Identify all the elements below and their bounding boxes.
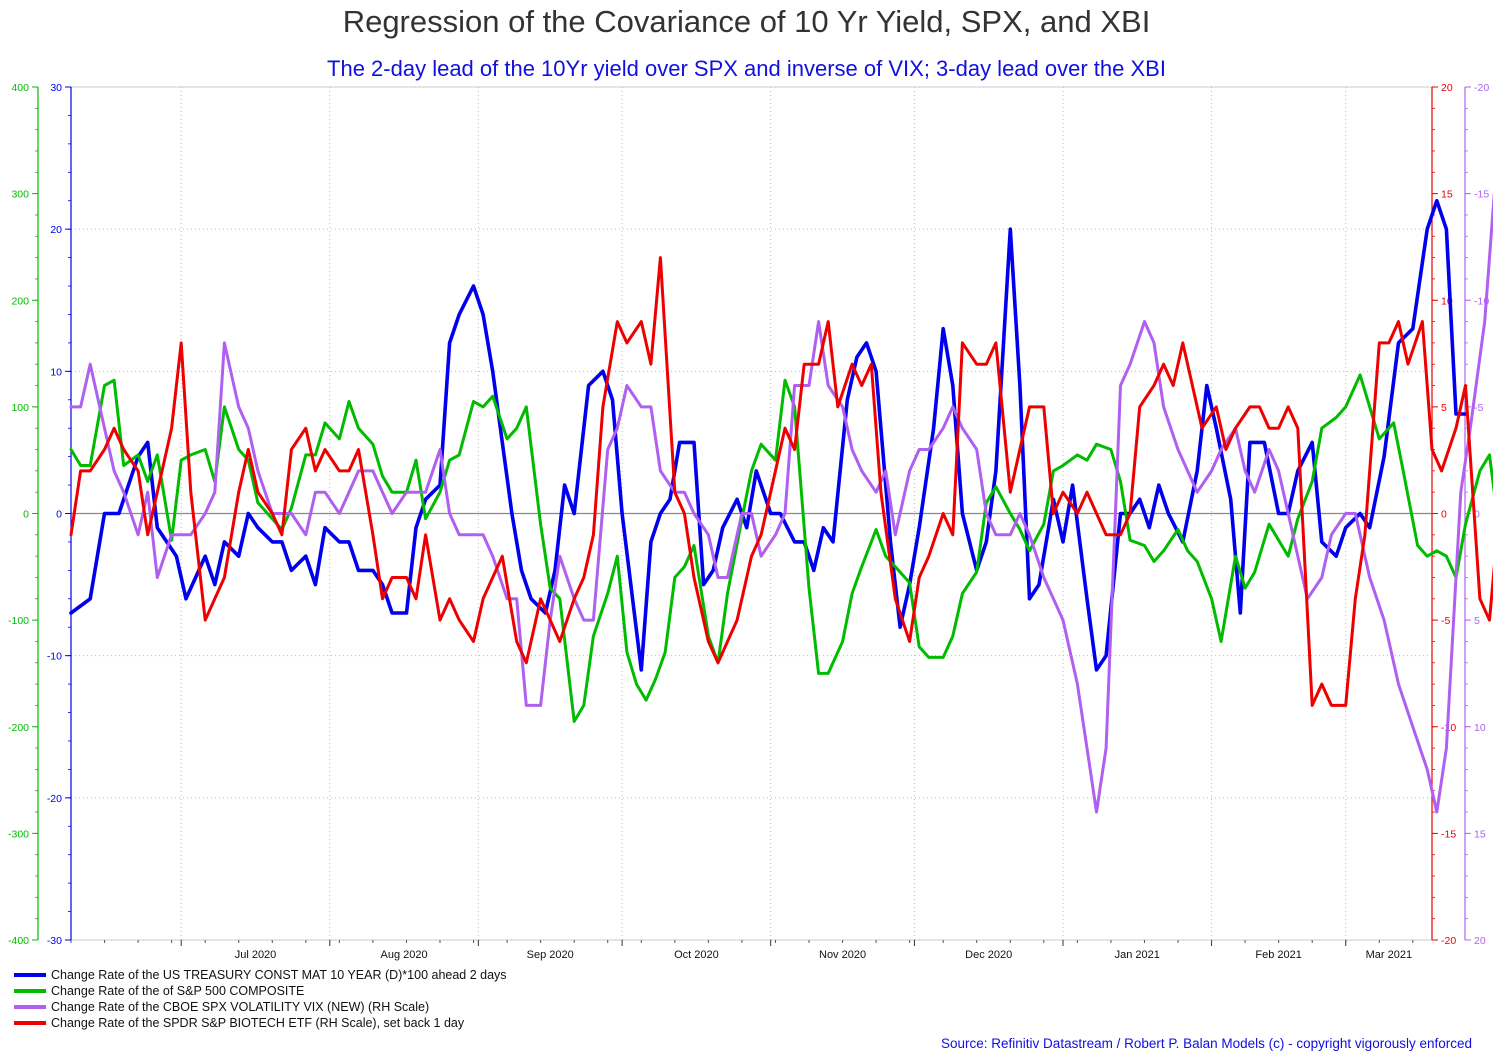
red-tick-label: 20 [1441,82,1453,94]
legend-swatch-vix [14,1005,46,1009]
blue-tick-label: -20 [47,793,62,805]
series-line-xbi [69,256,1493,707]
legend-item-vix: Change Rate of the CBOE SPX VOLATILITY V… [14,999,507,1015]
purple-tick-label: 15 [1474,828,1486,840]
legend-swatch-xbi [14,1021,46,1025]
axes: Jul 2020 Aug 2020 Sep 2020 Oct 2020 Nov 2020… [8,82,1489,961]
green-tick-label: -400 [8,935,29,947]
legend-label-vix: Change Rate of the CBOE SPX VOLATILITY V… [51,1000,430,1014]
x-tick-label: Aug 2020 [381,949,428,961]
legend-item-spx: Change Rate of the of S&P 500 COMPOSITE [14,983,507,999]
blue-tick-label: -30 [47,935,62,947]
red-tick-label: 15 [1441,189,1453,201]
x-tick-label: Oct 2020 [674,949,719,961]
red-tick-label: -20 [1441,935,1456,947]
chart-subtitle: The 2-day lead of the 10Yr yield over SP… [327,56,1166,81]
purple-tick-label: 0 [1474,509,1480,521]
blue-tick-label: 10 [50,366,62,378]
blue-tick-label: 0 [56,509,62,521]
legend-label-xbi: Change Rate of the SPDR S&P BIOTECH ETF … [51,1016,465,1030]
x-tick-label: Nov 2020 [819,949,866,961]
green-tick-label: -300 [8,828,29,840]
purple-tick-label: -5 [1474,402,1483,414]
x-tick-label: Jan 2021 [1115,949,1160,961]
legend-item-xbi: Change Rate of the SPDR S&P BIOTECH ETF … [14,1015,507,1031]
x-tick-label: Jul 2020 [235,949,277,961]
green-tick-label: 0 [23,509,29,521]
green-tick-label: -100 [8,615,29,627]
red-tick-label: -5 [1441,615,1450,627]
source-note: Source: Refinitiv Datastream / Robert P.… [941,1036,1472,1051]
blue-tick-label: 20 [50,224,62,236]
x-tick-label: Feb 2021 [1255,949,1301,961]
series-line-vix [69,192,1493,814]
blue-tick-label: 30 [50,82,62,94]
legend-swatch-spx [14,989,46,993]
legend-label-10yr: Change Rate of the US TREASURY CONST MAT… [51,968,507,982]
red-tick-label: 5 [1441,402,1447,414]
purple-tick-label: 10 [1474,722,1486,734]
green-tick-label: 400 [11,82,29,94]
green-tick-label: 300 [11,189,29,201]
series-line-10yr [69,198,1468,672]
legend-item-10yr: Change Rate of the US TREASURY CONST MAT… [14,967,507,983]
green-tick-label: -200 [8,722,29,734]
green-tick-label: 200 [11,295,29,307]
x-tick-label: Dec 2020 [965,949,1012,961]
purple-tick-label: 20 [1474,935,1486,947]
x-tick-label: Mar 2021 [1366,949,1412,961]
red-tick-label: 0 [1441,509,1447,521]
red-tick-label: 10 [1441,295,1453,307]
purple-tick-label: -20 [1474,82,1489,94]
legend: Change Rate of the US TREASURY CONST MAT… [14,967,507,1031]
purple-tick-label: -15 [1474,189,1489,201]
red-tick-label: -15 [1441,828,1456,840]
series-line-spx [69,373,1493,723]
x-tick-label: Sep 2020 [527,949,574,961]
series-lines [69,192,1493,814]
legend-swatch-10yr [14,973,46,977]
legend-label-spx: Change Rate of the of S&P 500 COMPOSITE [51,984,305,998]
purple-tick-label: 5 [1474,615,1480,627]
blue-tick-label: -10 [47,651,62,663]
green-tick-label: 100 [11,402,29,414]
chart-title: Regression of the Covariance of 10 Yr Yi… [342,4,1151,39]
